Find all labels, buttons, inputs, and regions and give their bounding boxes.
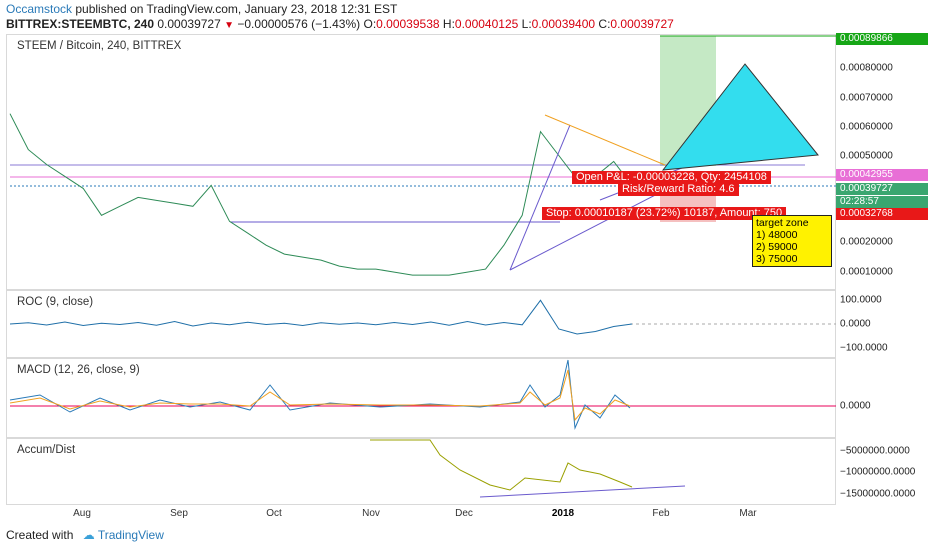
roc-tick: 100.0000 <box>840 294 882 306</box>
target-zone-item: 3) 75000 <box>756 253 798 265</box>
high-label: H: <box>442 17 455 31</box>
publish-text: published on TradingView.com, January 23… <box>75 2 398 16</box>
publish-line: Occamstock published on TradingView.com,… <box>6 2 397 16</box>
ad-trendline <box>479 485 686 498</box>
macd-axis[interactable]: 0.0000 <box>836 358 932 438</box>
price-change: −0.00000576 (−1.43%) <box>237 17 361 31</box>
open-value: 0.00039538 <box>376 17 440 31</box>
macd-line <box>9 359 631 430</box>
price-tick: 0.00020000 <box>840 236 893 248</box>
price-axis[interactable]: 0.00089866 0.00080000 0.00070000 0.00060… <box>836 33 932 290</box>
ad-pane-title: Accum/Dist <box>17 444 76 456</box>
footer: Created with ☁ TradingView <box>6 528 164 542</box>
ad-axis[interactable]: −5000000.0000 −10000000.0000 −15000000.0… <box>836 438 932 505</box>
roc-tick: −100.0000 <box>840 342 888 354</box>
target-zone-box: target zone 1) 48000 2) 59000 3) 75000 <box>752 215 832 267</box>
time-tick: Feb <box>652 508 670 519</box>
target-triangle <box>661 63 819 171</box>
target-zone-title: target zone <box>756 217 809 229</box>
ad-tick: −10000000.0000 <box>840 466 916 478</box>
time-tick: Aug <box>73 508 91 519</box>
ad-series <box>370 439 633 491</box>
ad-pane[interactable]: Accum/Dist <box>6 438 836 505</box>
macd-pane[interactable]: MACD (12, 26, close, 9) <box>6 358 836 438</box>
time-tick: Sep <box>170 508 188 519</box>
time-tick: Mar <box>739 508 757 519</box>
time-tick: Dec <box>455 508 473 519</box>
ad-tick: −15000000.0000 <box>840 488 916 500</box>
pnl-label: Open P&L: -0.00003228, Qty: 2454108 <box>572 171 771 184</box>
wedge-line-1 <box>509 124 571 271</box>
roc-series <box>9 299 633 335</box>
close-value: 0.00039727 <box>610 17 674 31</box>
macd-tick: 0.0000 <box>840 400 871 412</box>
price-tick: 0.00060000 <box>840 121 893 133</box>
ad-tick: −5000000.0000 <box>840 445 910 457</box>
last-price: 0.00039727 <box>157 17 221 31</box>
price-tick: 0.00050000 <box>840 150 893 162</box>
down-arrow-icon: ▼ <box>224 20 235 31</box>
low-label: L: <box>521 17 532 31</box>
stop-price-tag: 0.00032768 <box>836 208 928 220</box>
tradingview-brand[interactable]: TradingView <box>97 528 164 542</box>
timer-tag: 02:28:57 <box>836 196 928 208</box>
wedge-line-2 <box>509 189 666 271</box>
tradingview-cloud-icon: ☁ <box>82 528 95 542</box>
close-label: C: <box>598 17 611 31</box>
top-price-tag: 0.00089866 <box>836 33 928 45</box>
time-axis[interactable]: Aug Sep Oct Nov Dec 2018 Feb Mar <box>6 505 836 523</box>
time-tick: Nov <box>362 508 380 519</box>
price-tag-a: 0.00042955 <box>836 169 928 181</box>
target-zone-item: 2) 59000 <box>756 241 798 253</box>
time-tick: Oct <box>266 508 282 519</box>
price-tick: 0.00070000 <box>840 92 893 104</box>
roc-tick: 0.0000 <box>840 318 871 330</box>
symbol-label: BITTREX:STEEMBTC, 240 <box>6 17 155 31</box>
risk-reward-label: Risk/Reward Ratio: 4.6 <box>618 183 739 196</box>
created-with-text: Created with <box>6 528 74 542</box>
roc-pane-title: ROC (9, close) <box>17 296 94 308</box>
high-value: 0.00040125 <box>454 17 519 31</box>
open-label: O: <box>363 17 377 31</box>
price-tick: 0.00010000 <box>840 266 893 278</box>
price-tag-b: 0.00039727 <box>836 183 928 195</box>
roc-axis[interactable]: 100.0000 0.0000 −100.0000 <box>836 290 932 358</box>
target-zone-item: 1) 48000 <box>756 229 798 241</box>
macd-pane-title: MACD (12, 26, close, 9) <box>17 364 140 376</box>
ohlc-line: BITTREX:STEEMBTC, 240 0.00039727 ▼ −0.00… <box>6 17 674 31</box>
main-pane-title: STEEM / Bitcoin, 240, BITTREX <box>17 40 182 52</box>
low-value: 0.00039400 <box>531 17 596 31</box>
stop-label: Stop: 0.00010187 (23.72%) 10187, Amount:… <box>542 207 787 220</box>
price-tick: 0.00080000 <box>840 62 893 74</box>
author-link[interactable]: Occamstock <box>6 2 73 16</box>
macd-signal-line <box>9 369 631 422</box>
time-tick: 2018 <box>551 508 575 519</box>
wedge-line-3 <box>544 114 666 166</box>
price-series <box>9 113 633 276</box>
